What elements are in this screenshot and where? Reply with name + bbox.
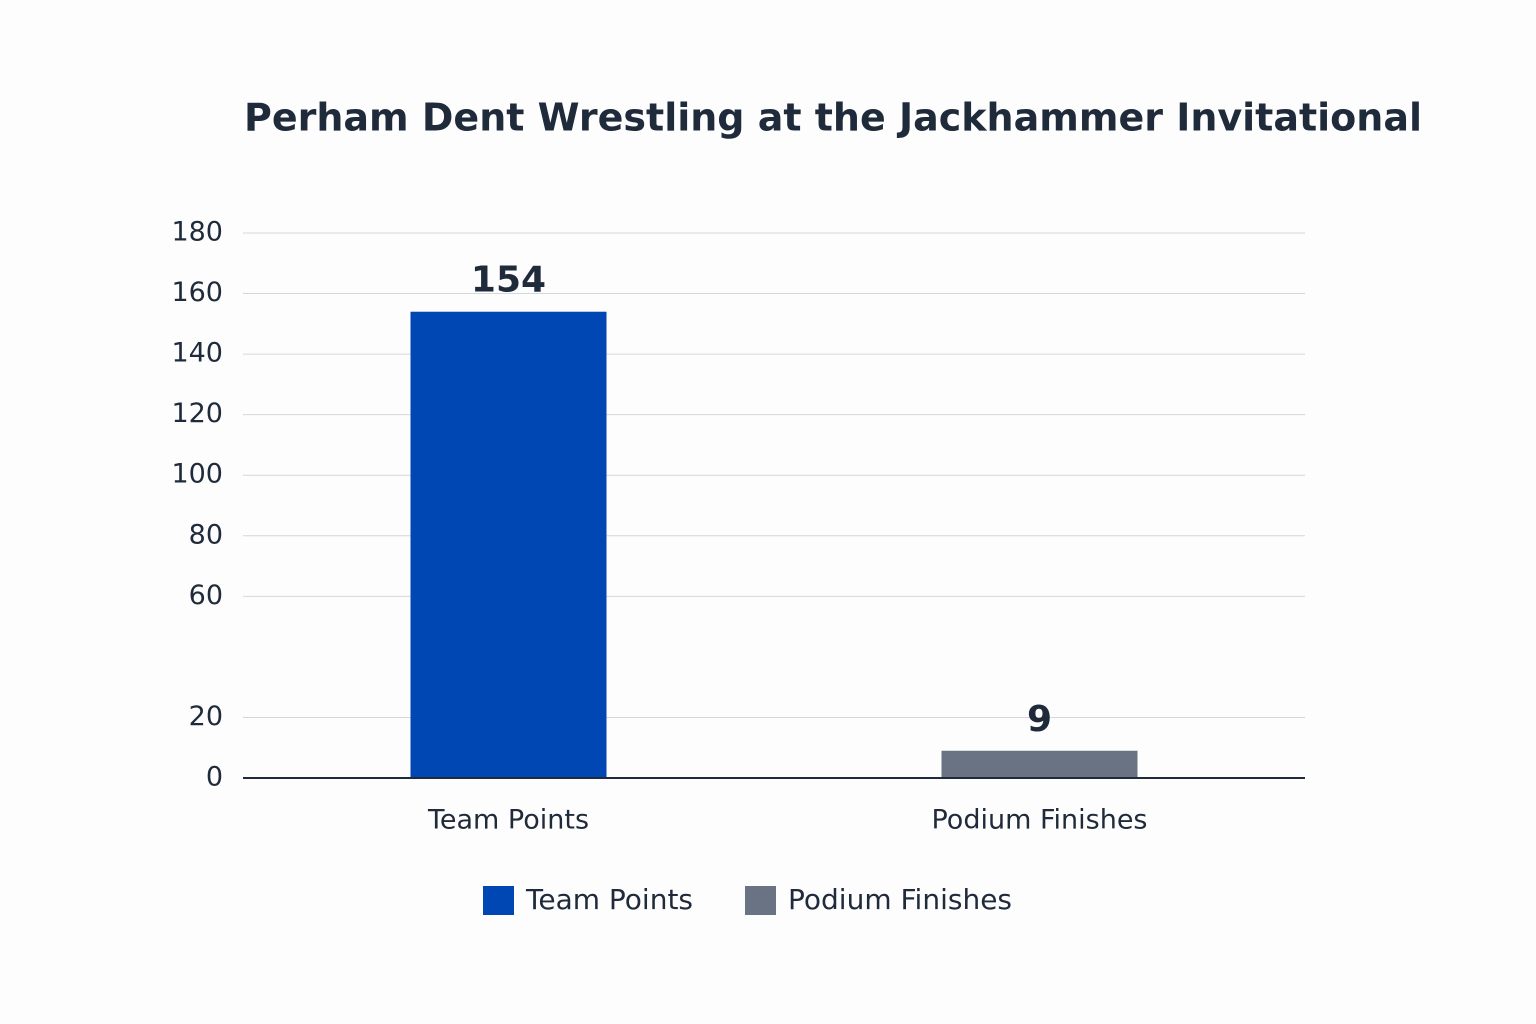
legend-label: Podium Finishes <box>788 883 1012 916</box>
bar <box>410 311 607 778</box>
y-tick-label: 160 <box>171 277 223 308</box>
bar <box>941 750 1138 778</box>
legend-swatch <box>745 886 776 915</box>
chart-title: Perham Dent Wrestling at the Jackhammer … <box>244 96 1422 140</box>
x-tick-label: Podium Finishes <box>931 805 1147 836</box>
x-tick-label: Team Points <box>427 805 589 836</box>
y-tick-label: 0 <box>206 762 223 793</box>
data-label: 9 <box>1027 699 1052 740</box>
y-tick-label: 100 <box>171 459 223 490</box>
y-tick-label: 180 <box>171 217 223 248</box>
y-tick-label: 80 <box>189 519 223 550</box>
y-tick-label: 140 <box>171 338 223 369</box>
legend-swatch <box>483 886 514 915</box>
y-tick-label: 120 <box>171 398 223 429</box>
data-label: 154 <box>471 260 546 301</box>
y-tick-label: 60 <box>189 580 223 611</box>
y-tick-label: 20 <box>189 701 223 732</box>
legend-label: Team Points <box>525 883 693 916</box>
